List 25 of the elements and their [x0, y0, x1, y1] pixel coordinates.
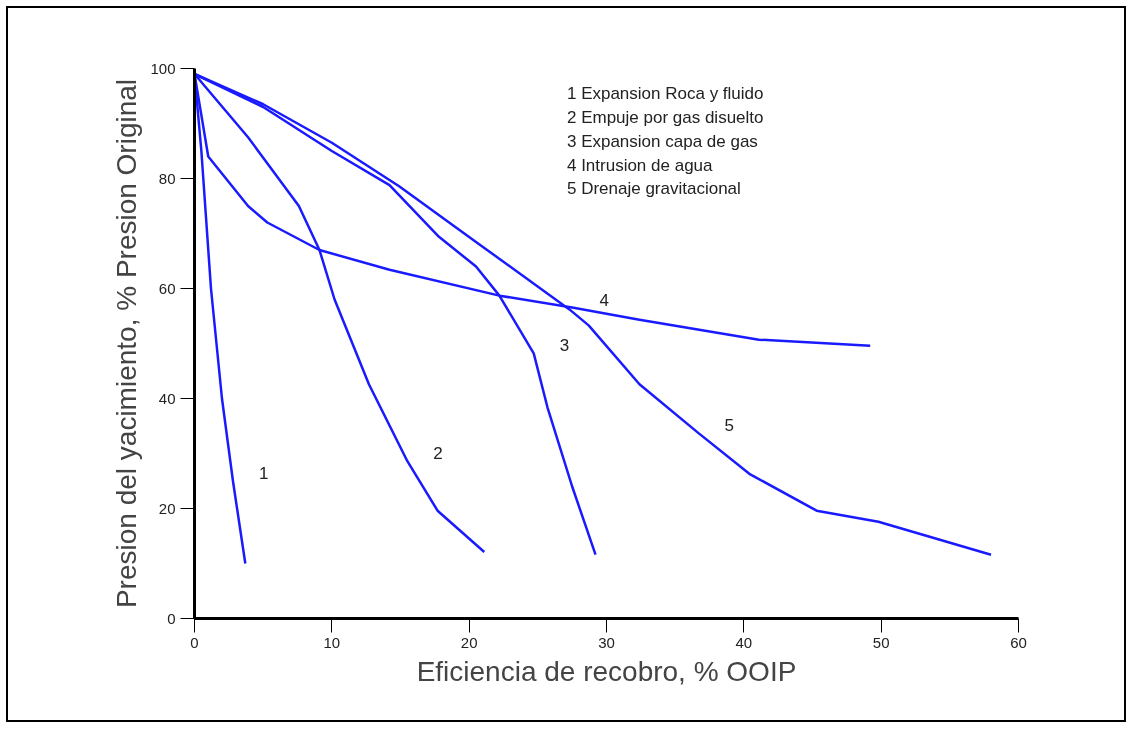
x-tick-label: 40 — [735, 633, 753, 651]
x-tick-label: 50 — [872, 633, 890, 651]
x-tick-label: 10 — [323, 633, 341, 651]
annotation: 3 Expansion capa de gas — [566, 131, 758, 151]
y-tick-label: 80 — [158, 169, 176, 187]
y-tick-label: 100 — [150, 59, 176, 77]
x-tick-label: 20 — [460, 633, 478, 651]
x-tick-label: 30 — [598, 633, 615, 651]
series-label: 1 — [258, 464, 269, 483]
y-tick-label: 20 — [158, 499, 176, 517]
y-tick-label: 40 — [158, 389, 176, 407]
y-tick-label: 0 — [167, 609, 176, 627]
annotation: 1 Expansion Roca y fluido — [566, 83, 764, 103]
series-label: 2 — [433, 444, 443, 464]
y-axis-title: Presion del yacimiento, % Presion Original — [111, 78, 143, 609]
y-tick-label: 60 — [158, 279, 176, 297]
series-label: 3 — [559, 336, 570, 356]
x-tick-label: 0 — [190, 633, 199, 651]
x-tick-label: 60 — [1010, 633, 1027, 651]
series-label: 5 — [724, 416, 734, 436]
annotation: 2 Empuje por gas disuelto — [566, 107, 764, 127]
x-axis-title: Eficiencia de recobro, % OOIP — [416, 655, 797, 687]
annotation: 5 Drenaje gravitacional — [566, 179, 741, 199]
annotation: 4 Intrusion de agua — [566, 155, 714, 175]
series-label: 4 — [599, 290, 610, 310]
